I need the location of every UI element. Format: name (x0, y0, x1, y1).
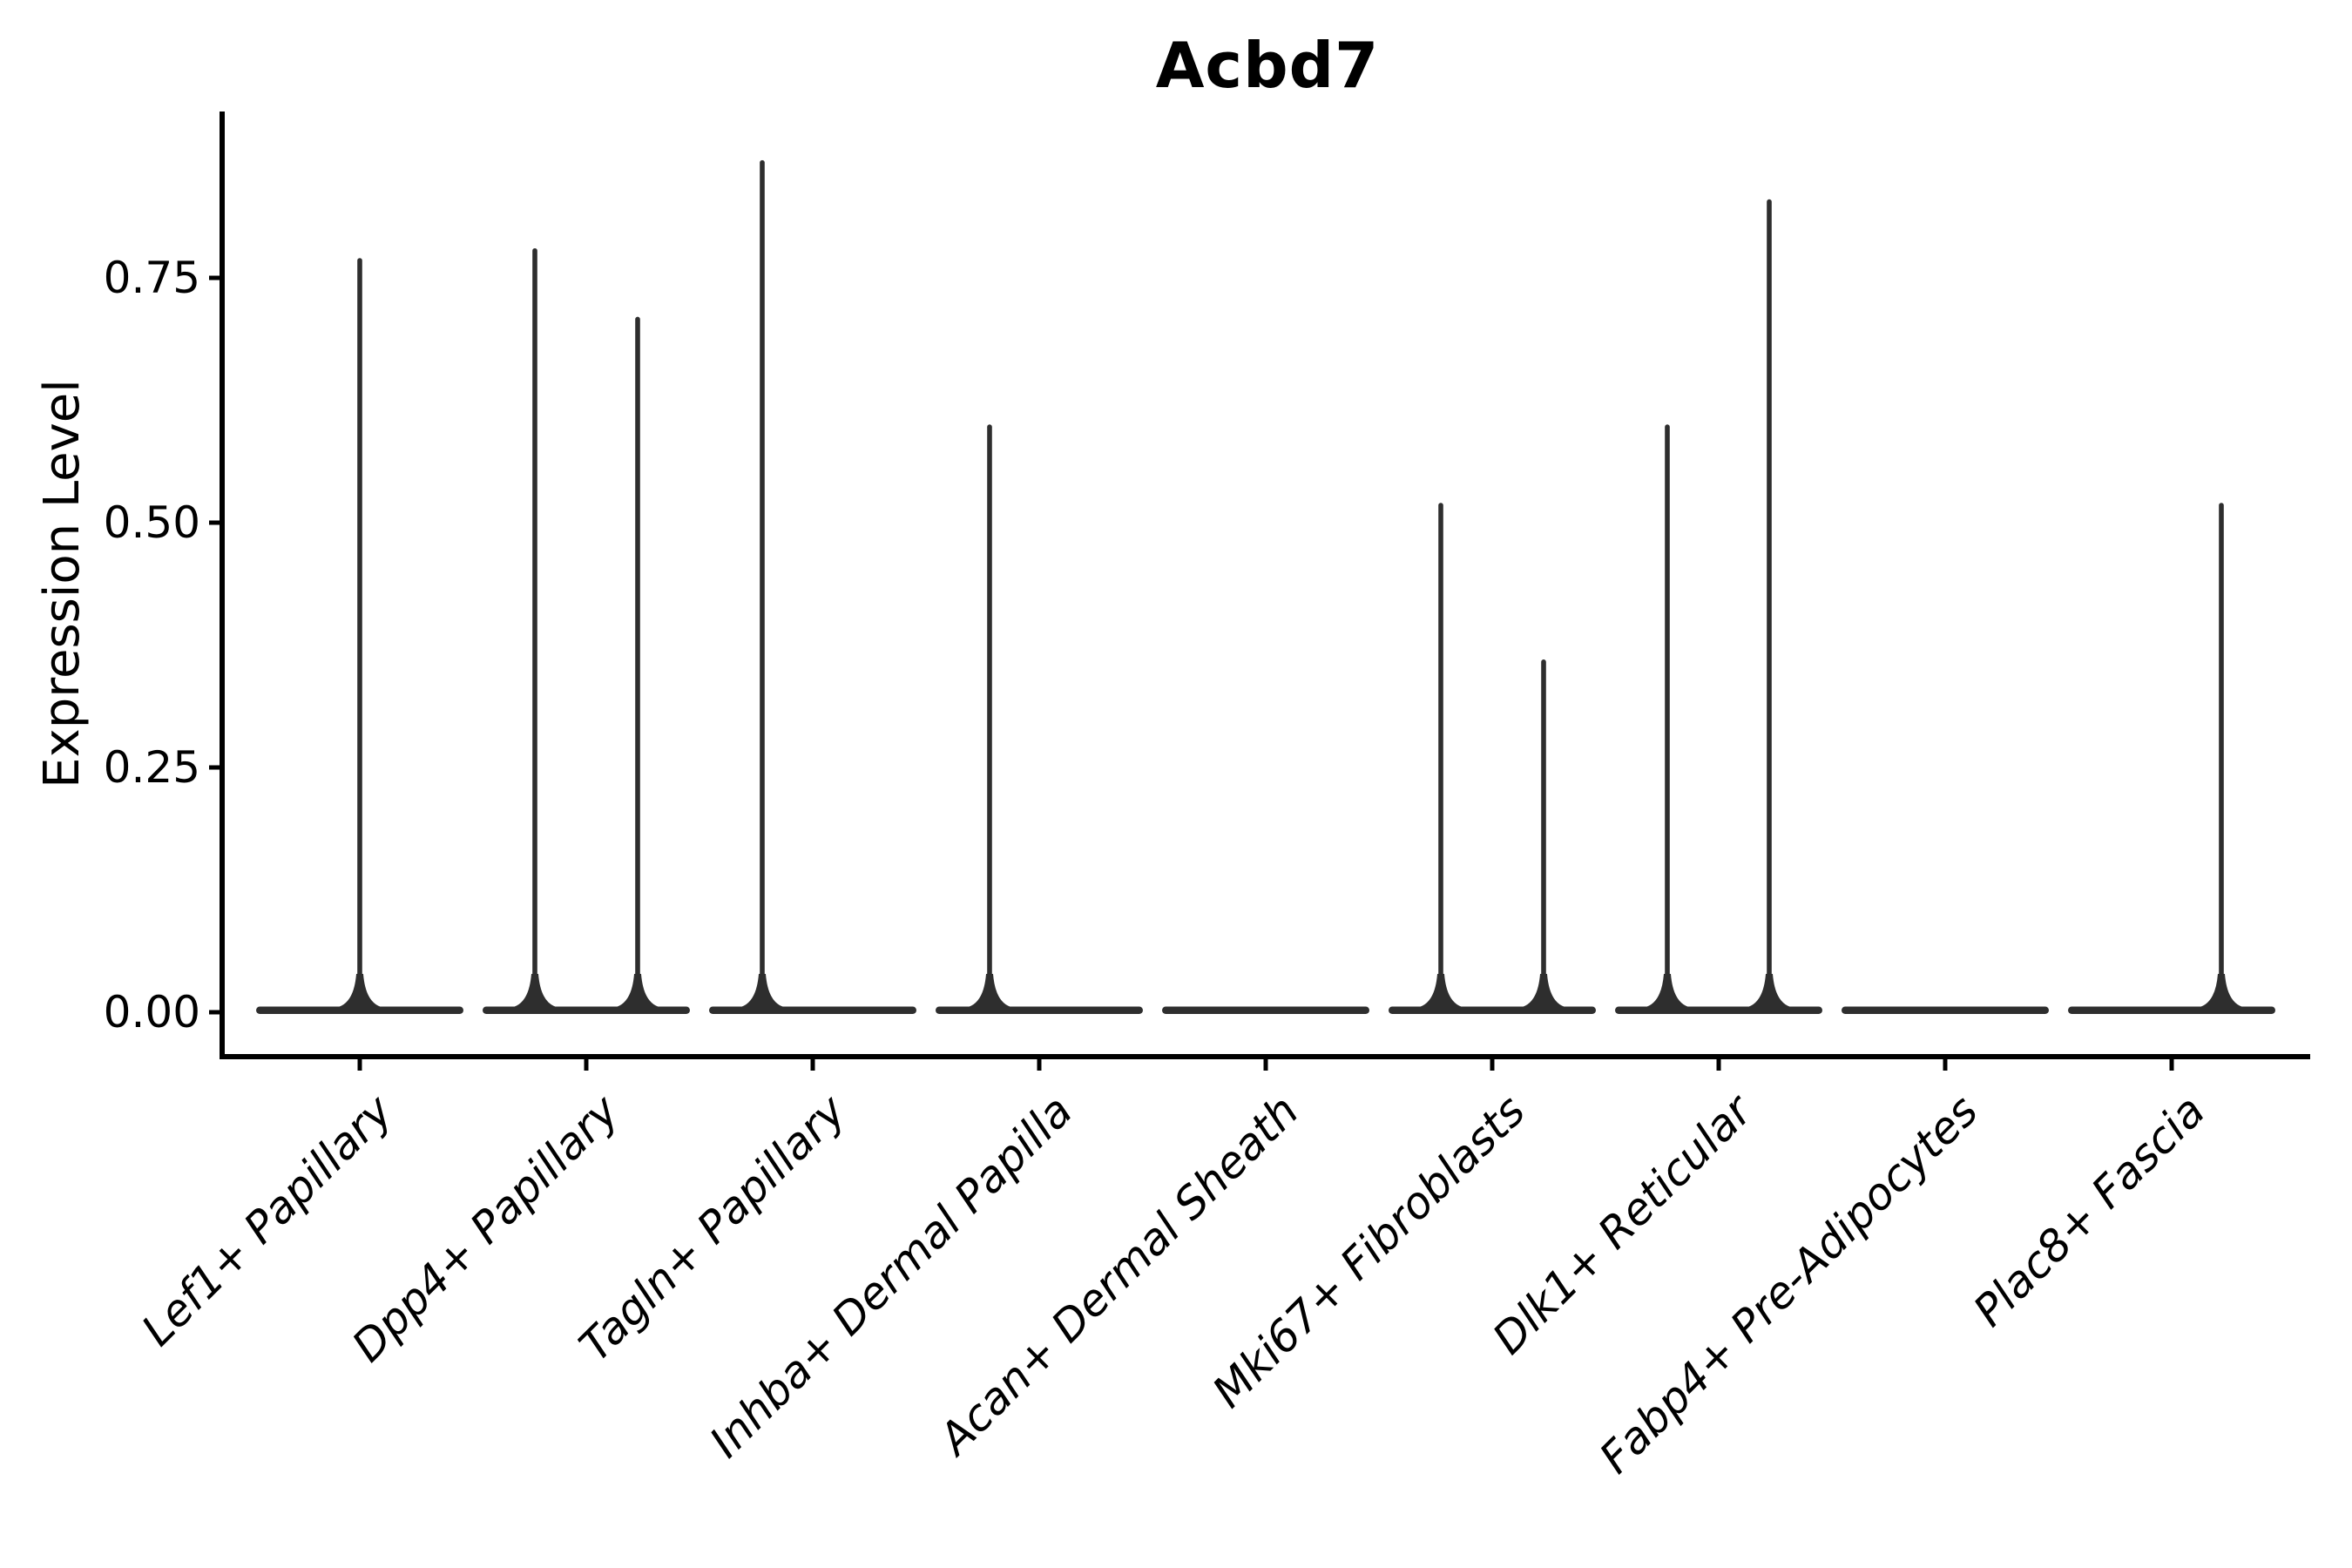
y-tick-label: 0.25 (103, 742, 200, 793)
violin (1389, 503, 1596, 1014)
y-axis-spine (220, 112, 225, 1059)
x-tick-mark (1943, 1059, 1948, 1071)
y-axis-ticks (209, 275, 220, 1015)
x-tick-mark (1490, 1059, 1495, 1071)
y-tick-mark (209, 765, 220, 770)
x-tick-mark (357, 1059, 362, 1071)
y-axis-label: Expression Level (34, 379, 91, 788)
x-tick-mark (1263, 1059, 1268, 1071)
chart-title: Acbd7 (1155, 29, 1380, 102)
violin (483, 247, 690, 1014)
x-tick-mark (1716, 1059, 1721, 1071)
violin (936, 424, 1143, 1014)
violin (2068, 503, 2275, 1014)
x-axis-spine (220, 1054, 2310, 1059)
violins-layer (256, 159, 2275, 1014)
x-tick-mark (2169, 1059, 2174, 1071)
y-tick-label: 0.75 (103, 253, 200, 303)
x-axis-ticks (357, 1059, 2174, 1071)
violin (1842, 1006, 2049, 1014)
y-tick-label: 0.50 (103, 497, 200, 548)
violin (1615, 199, 1822, 1014)
violin-base (1162, 1006, 1369, 1014)
x-tick-mark (810, 1059, 815, 1071)
violin (1162, 1006, 1369, 1014)
x-tick-mark (584, 1059, 589, 1071)
y-tick-label: 0.00 (103, 987, 200, 1037)
violin-base (1842, 1006, 2049, 1014)
y-tick-mark (209, 520, 220, 525)
x-tick-mark (1037, 1059, 1042, 1071)
violin (709, 159, 916, 1014)
y-tick-mark (209, 275, 220, 280)
y-tick-mark (209, 1010, 220, 1015)
violin (256, 258, 463, 1014)
